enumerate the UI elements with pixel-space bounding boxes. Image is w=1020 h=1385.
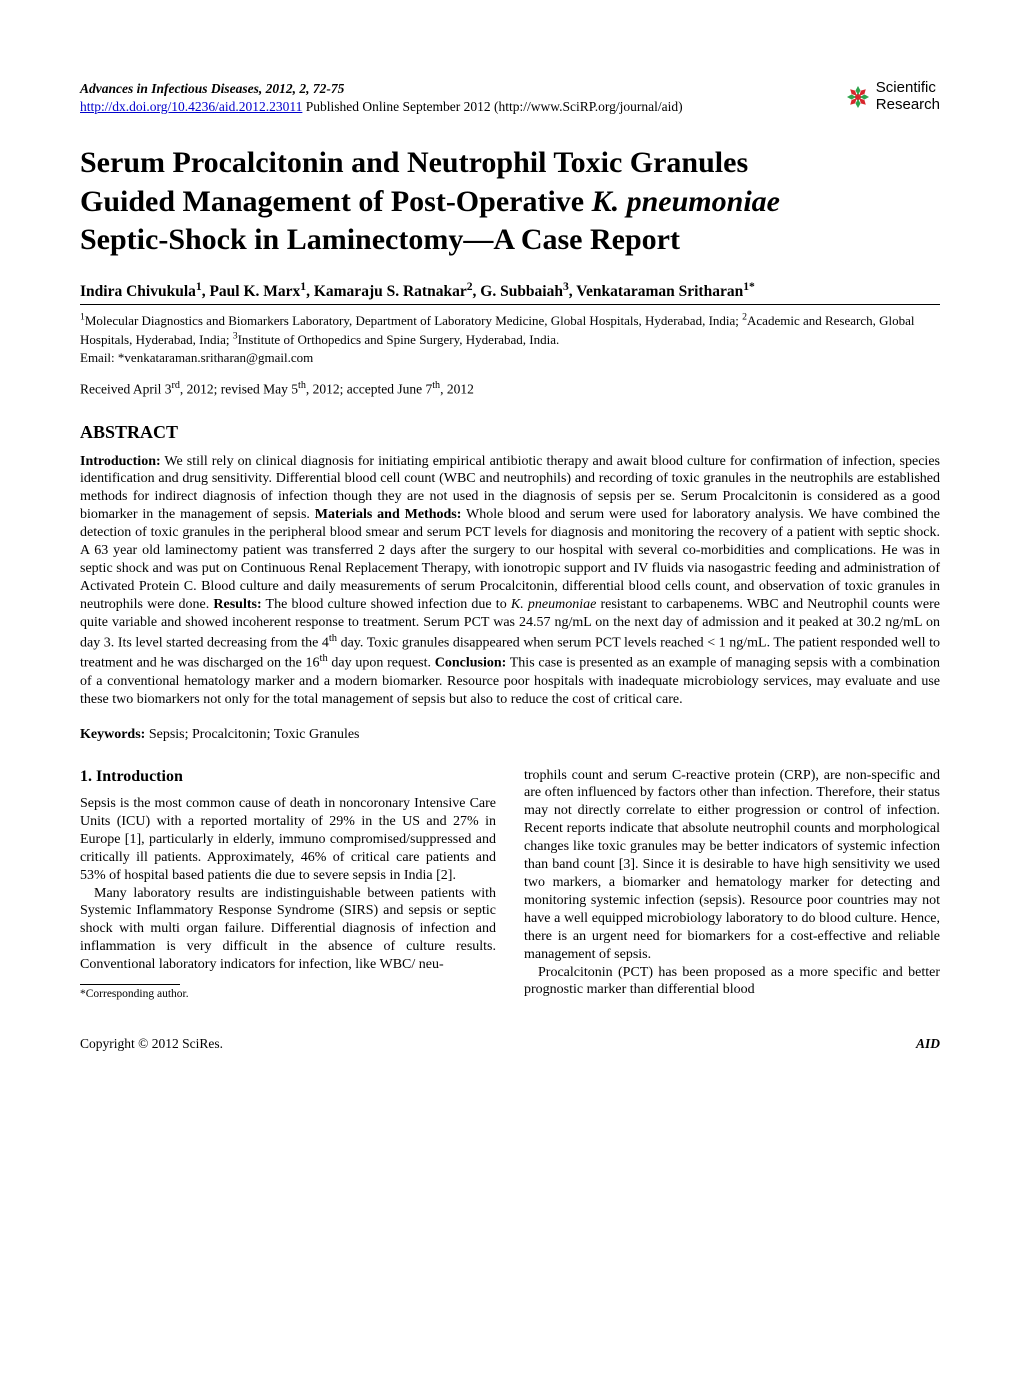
affiliations: 1Molecular Diagnostics and Biomarkers La… — [80, 311, 940, 366]
corr-email: *venkataraman.sritharan@gmail.com — [118, 350, 313, 365]
intro-p1: Sepsis is the most common cause of death… — [80, 795, 496, 885]
journal-citation-block: Advances in Infectious Diseases, 2012, 2… — [80, 80, 844, 116]
abstract-heading: ABSTRACT — [80, 422, 940, 443]
copyright: Copyright © 2012 SciRes. — [80, 1036, 223, 1052]
abstract-body: Introduction: We still rely on clinical … — [80, 453, 940, 709]
journal-header: Advances in Infectious Diseases, 2012, 2… — [80, 80, 940, 116]
logo-text-bottom: Research — [876, 97, 940, 114]
publisher-logo: Scientific Research — [844, 80, 940, 113]
doi-link[interactable]: http://dx.doi.org/10.4236/aid.2012.23011 — [80, 99, 302, 114]
intro-p2: Many laboratory results are indistinguis… — [80, 885, 496, 975]
keywords: Keywords: Sepsis; Procalcitonin; Toxic G… — [80, 727, 940, 743]
journal-abbrev: AID — [916, 1036, 940, 1051]
paper-title: Serum Procalcitonin and Neutrophil Toxic… — [80, 144, 940, 259]
corr-footnote: *Corresponding author. — [80, 987, 496, 1002]
author-rule — [80, 304, 940, 305]
intro-heading: 1. Introduction — [80, 767, 496, 787]
intro-p3: trophils count and serum C-reactive prot… — [524, 767, 940, 964]
page-footer: Copyright © 2012 SciRes. AID — [80, 1036, 940, 1052]
footnote-rule — [80, 984, 180, 985]
authors-line: Indira Chivukula1, Paul K. Marx1, Kamara… — [80, 280, 940, 301]
intro-p4: Procalcitonin (PCT) has been proposed as… — [524, 964, 940, 1000]
pub-info: Published Online September 2012 (http://… — [302, 99, 682, 114]
logo-text-top: Scientific — [876, 80, 940, 97]
journal-citation: Advances in Infectious Diseases, 2012, 2… — [80, 81, 344, 96]
dates-line: Received April 3rd, 2012; revised May 5t… — [80, 380, 940, 398]
sr-logo-icon — [844, 83, 872, 111]
body-columns: 1. Introduction Sepsis is the most commo… — [80, 767, 940, 1002]
